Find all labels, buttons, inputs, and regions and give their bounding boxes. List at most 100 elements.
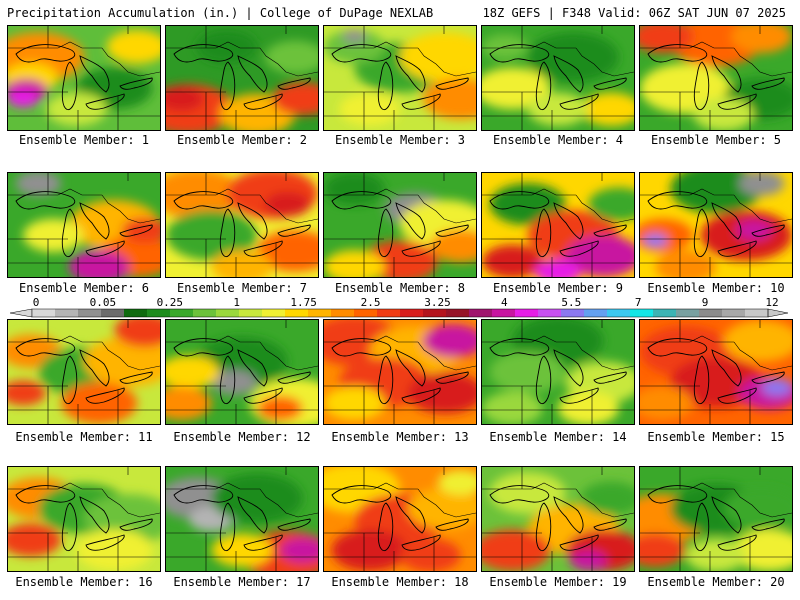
state-border: [640, 188, 734, 196]
ensemble-member-map-10: [639, 172, 793, 278]
state-border: [101, 488, 160, 518]
precip-region: [535, 259, 581, 277]
great-lake-outline: [711, 496, 742, 534]
precip-region: [731, 26, 792, 54]
state-border: [259, 488, 318, 518]
precip-region: [272, 82, 318, 116]
great-lake-outline: [219, 208, 236, 257]
precip-region: [438, 470, 476, 496]
colorbar-swatch: [78, 309, 102, 317]
great-lake-outline: [331, 485, 392, 504]
state-border: [259, 194, 318, 224]
great-lake-outline: [693, 208, 710, 257]
great-lake-outline: [435, 77, 469, 90]
great-lake-outline: [277, 371, 311, 384]
ensemble-member-label: Ensemble Member: 18: [331, 575, 469, 589]
great-lake-outline: [593, 371, 627, 384]
ensemble-member-label: Ensemble Member: 20: [647, 575, 785, 589]
great-lake-outline: [277, 518, 311, 531]
precip-map-10: [640, 173, 792, 277]
state-border: [101, 194, 160, 224]
great-lake-outline: [693, 61, 710, 110]
state-border: [417, 341, 476, 371]
colorbar-swatch: [101, 309, 125, 317]
precip-region: [731, 529, 792, 571]
colorbar-frame: [31, 308, 769, 318]
ensemble-member-map-7: [165, 172, 319, 278]
precip-region: [489, 351, 566, 393]
great-lake-outline: [693, 355, 710, 404]
ensemble-member-label: Ensemble Member: 11: [15, 430, 153, 444]
state-border: [324, 335, 418, 343]
precip-map-19: [482, 467, 634, 571]
ensemble-member-map-19: [481, 466, 635, 572]
great-lake-outline: [751, 77, 785, 90]
colorbar-swatch: [308, 309, 332, 317]
precipitation-colorbar: 0 0.05 0.25 1 1.75 2.5 3.25 4 5.5 7 9 12: [9, 296, 789, 318]
precip-region: [23, 218, 85, 253]
colorbar-swatch: [147, 309, 171, 317]
great-lake-outline: [237, 349, 268, 387]
state-border: [259, 47, 318, 77]
precip-region: [324, 249, 385, 277]
great-lake-outline: [61, 61, 78, 110]
great-lake-outline: [593, 77, 627, 90]
precip-region: [339, 92, 400, 126]
great-lake-outline: [237, 55, 268, 93]
precip-region: [342, 29, 367, 44]
great-lake-outline: [647, 191, 708, 210]
ensemble-member-label: Ensemble Member: 8: [334, 281, 466, 295]
colorbar-swatch: [32, 309, 56, 317]
great-lake-outline: [395, 496, 426, 534]
great-lake-outline: [553, 496, 584, 534]
forecast-valid-time: 18Z GEFS | F348 Valid: 06Z SAT JUN 07 20…: [482, 6, 786, 20]
great-lake-outline: [401, 534, 441, 551]
colorbar-swatch: [354, 309, 378, 317]
colorbar-swatch: [423, 309, 447, 317]
great-lake-outline: [85, 387, 125, 404]
state-border: [101, 47, 160, 77]
ensemble-member-map-8: [323, 172, 477, 278]
ensemble-member-map-11: [7, 319, 161, 425]
great-lake-outline: [553, 55, 584, 93]
great-lake-outline: [237, 202, 268, 240]
ensemble-member-label: Ensemble Member: 12: [173, 430, 311, 444]
colorbar-swatch: [170, 309, 194, 317]
precip-region: [422, 78, 476, 120]
precip-region: [482, 529, 551, 571]
great-lake-outline: [85, 93, 125, 110]
state-border: [417, 47, 476, 77]
great-lake-outline: [331, 191, 392, 210]
great-lake-outline: [751, 371, 785, 384]
colorbar-swatch: [285, 309, 309, 317]
great-lake-outline: [535, 208, 552, 257]
great-lake-outline: [717, 534, 757, 551]
precip-region: [8, 380, 46, 406]
precip-region: [580, 481, 634, 515]
great-lake-outline: [489, 485, 550, 504]
ensemble-member-label: Ensemble Member: 2: [176, 133, 308, 147]
colorbar-tick-label: 0.05: [90, 296, 117, 309]
precip-region: [640, 533, 686, 567]
colorbar-min-arrow: [9, 308, 33, 318]
great-lake-outline: [277, 224, 311, 237]
state-border: [733, 47, 792, 77]
colorbar-tick-label: 9: [702, 296, 709, 309]
great-lake-outline: [559, 93, 599, 110]
ensemble-member-map-6: [7, 172, 161, 278]
ensemble-member-label: Ensemble Member: 4: [492, 133, 624, 147]
ensemble-member-map-14: [481, 319, 635, 425]
great-lake-outline: [277, 77, 311, 90]
state-border: [482, 188, 576, 196]
state-border: [575, 341, 634, 371]
state-border: [259, 341, 318, 371]
great-lake-outline: [15, 44, 76, 63]
great-lake-outline: [243, 387, 283, 404]
precip-region: [643, 233, 668, 248]
great-lake-outline: [535, 355, 552, 404]
great-lake-outline: [219, 502, 236, 551]
state-border: [8, 482, 102, 490]
great-lake-outline: [377, 502, 394, 551]
precip-region: [693, 97, 754, 130]
colorbar-tick-label: 4: [501, 296, 508, 309]
